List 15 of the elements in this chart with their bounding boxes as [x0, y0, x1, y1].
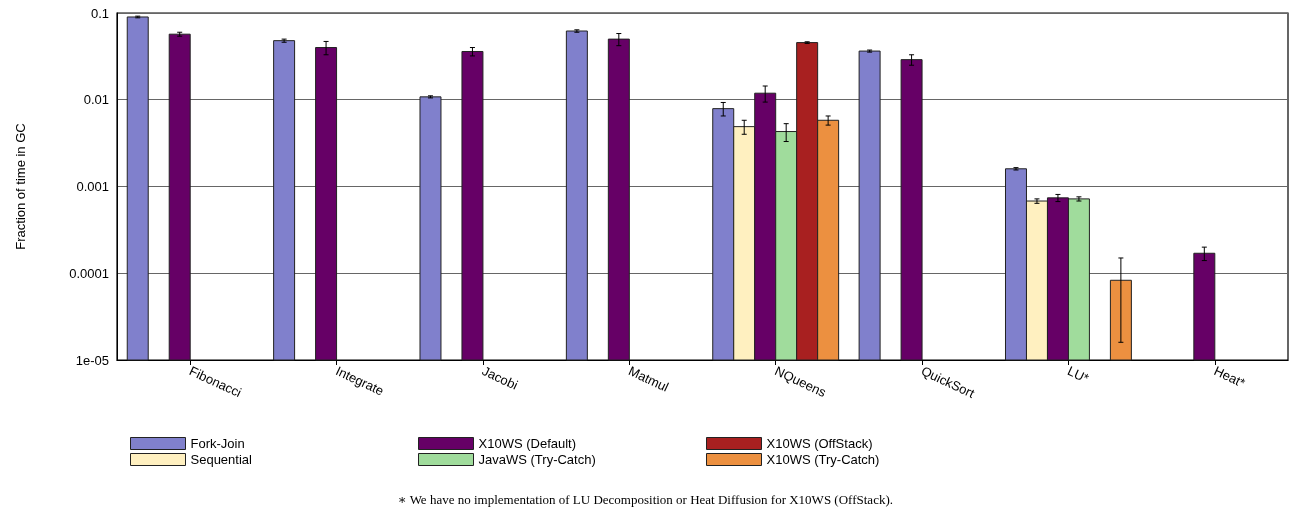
legend-label: Fork-Join: [190, 436, 245, 451]
x-tick-label: LU*: [1065, 363, 1092, 386]
y-tick-label: 0.001: [76, 179, 109, 194]
y-tick-label: 0.1: [90, 5, 109, 21]
legend-label: X10WS (Try-Catch): [766, 452, 880, 467]
legend-label: Sequential: [190, 452, 253, 467]
x-tick-label: Heat*: [1211, 363, 1248, 391]
legend-label: X10WS (Default): [478, 436, 577, 451]
y-tick-label: 1e-05: [75, 352, 109, 368]
legend-label: JavaWS (Try-Catch): [478, 452, 596, 467]
y-tick-label: 0.0001: [69, 265, 109, 281]
y-axis-title: Fraction of time in GC: [13, 123, 28, 250]
legend-label: X10WS (OffStack): [766, 436, 873, 451]
y-tick-label: 0.01: [83, 92, 109, 108]
text: ∗ We have no implementation of LU Decomposition or Heat Diffusion for X10WS (OffStack).: [397, 492, 893, 507]
